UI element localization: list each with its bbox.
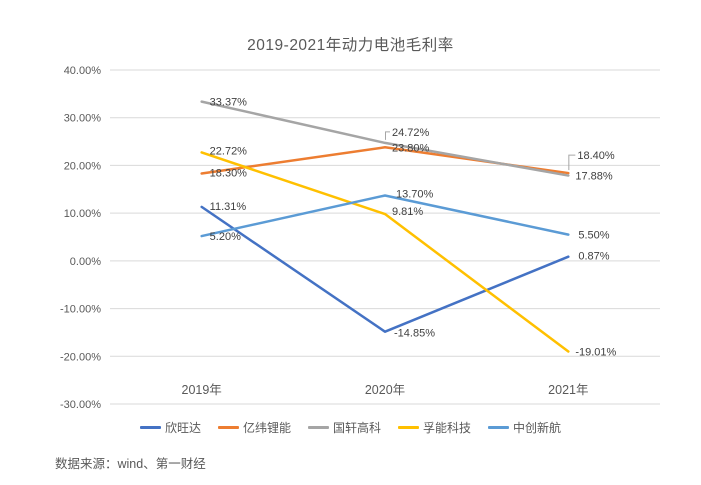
data-label-zhongchuangxinhang: 13.70%	[396, 188, 434, 200]
data-label-guoxuangaoke: 17.88%	[575, 171, 613, 183]
y-axis-tick-label: -10.00%	[60, 304, 101, 316]
legend-line-marker	[398, 426, 419, 429]
y-axis-tick-label: 20.00%	[64, 160, 102, 172]
line-chart: 40.00% 30.00% 20.00% 10.00% 0.00% -10.00% -20.…	[60, 65, 660, 411]
chart-title: 2019-2021年动力电池毛利率	[247, 37, 454, 54]
label-leader-line	[385, 131, 390, 140]
legend-label: 中创新航	[513, 421, 562, 435]
x-axis-label: 2021年	[548, 383, 588, 397]
legend-label: 欣旺达	[164, 421, 201, 435]
legend-item-funengkeji: 孚能科技	[398, 419, 471, 436]
y-axis-tick-label: -30.00%	[60, 399, 101, 411]
y-axis-tick-label: 40.00%	[64, 65, 102, 77]
data-label-yiweilineng: 23.80%	[392, 142, 430, 154]
legend-item-xinwangda: 欣旺达	[139, 419, 201, 436]
y-axis-tick-label: 10.00%	[64, 208, 102, 220]
x-axis-label: 2019年	[182, 383, 222, 397]
series-line-funengkeji	[200, 151, 570, 353]
data-label-funengkeji: 22.72%	[210, 145, 248, 157]
series-line-xinwangda	[200, 205, 570, 333]
data-label-guoxuangaoke: 24.72%	[392, 127, 430, 139]
legend-line-marker	[307, 426, 329, 429]
series-line-guoxuangaoke	[200, 100, 570, 177]
y-axis-tick-label: 0.00%	[70, 256, 101, 268]
data-label-guoxuangaoke: 33.37%	[210, 97, 248, 109]
data-label-funengkeji: -19.01%	[575, 347, 616, 359]
series-line-yiweilineng	[200, 146, 570, 175]
legend-line-marker	[217, 426, 239, 429]
legend-label: 孚能科技	[423, 421, 472, 435]
legend-label: 国轩高科	[332, 421, 381, 435]
data-label-zhongchuangxinhang: 5.50%	[578, 230, 609, 242]
legend-item-zhongchuangxinhang: 中创新航	[488, 419, 561, 436]
data-label-yiweilineng: 18.40%	[577, 150, 615, 162]
legend-item-yiweilineng: 亿纬锂能	[217, 419, 291, 436]
series-line-zhongchuangxinhang	[200, 194, 570, 238]
legend-label: 亿纬锂能	[242, 421, 291, 435]
legend-item-guoxuangaoke: 国轩高科	[307, 419, 381, 436]
data-label-xinwangda: -14.85%	[394, 328, 435, 340]
data-label-xinwangda: 11.31%	[210, 201, 247, 213]
y-axis-tick-label: 30.00%	[64, 113, 102, 125]
chart-legend: 欣旺达 亿纬锂能 国轩高科 孚能科技 中创新航	[0, 419, 701, 436]
legend-line-marker	[488, 426, 510, 429]
data-label-yiweilineng: 18.30%	[210, 168, 248, 180]
x-axis-label: 2020年	[365, 383, 405, 397]
data-label-funengkeji: 9.81%	[392, 206, 423, 218]
label-leader-line	[568, 154, 576, 171]
y-axis-tick-label: -20.00%	[60, 351, 101, 363]
data-label-zhongchuangxinhang: 5.20%	[210, 231, 241, 243]
legend-line-marker	[139, 426, 161, 429]
data-source: 数据来源：wind、第一财经	[55, 457, 206, 471]
data-label-xinwangda: 0.87%	[578, 251, 609, 263]
